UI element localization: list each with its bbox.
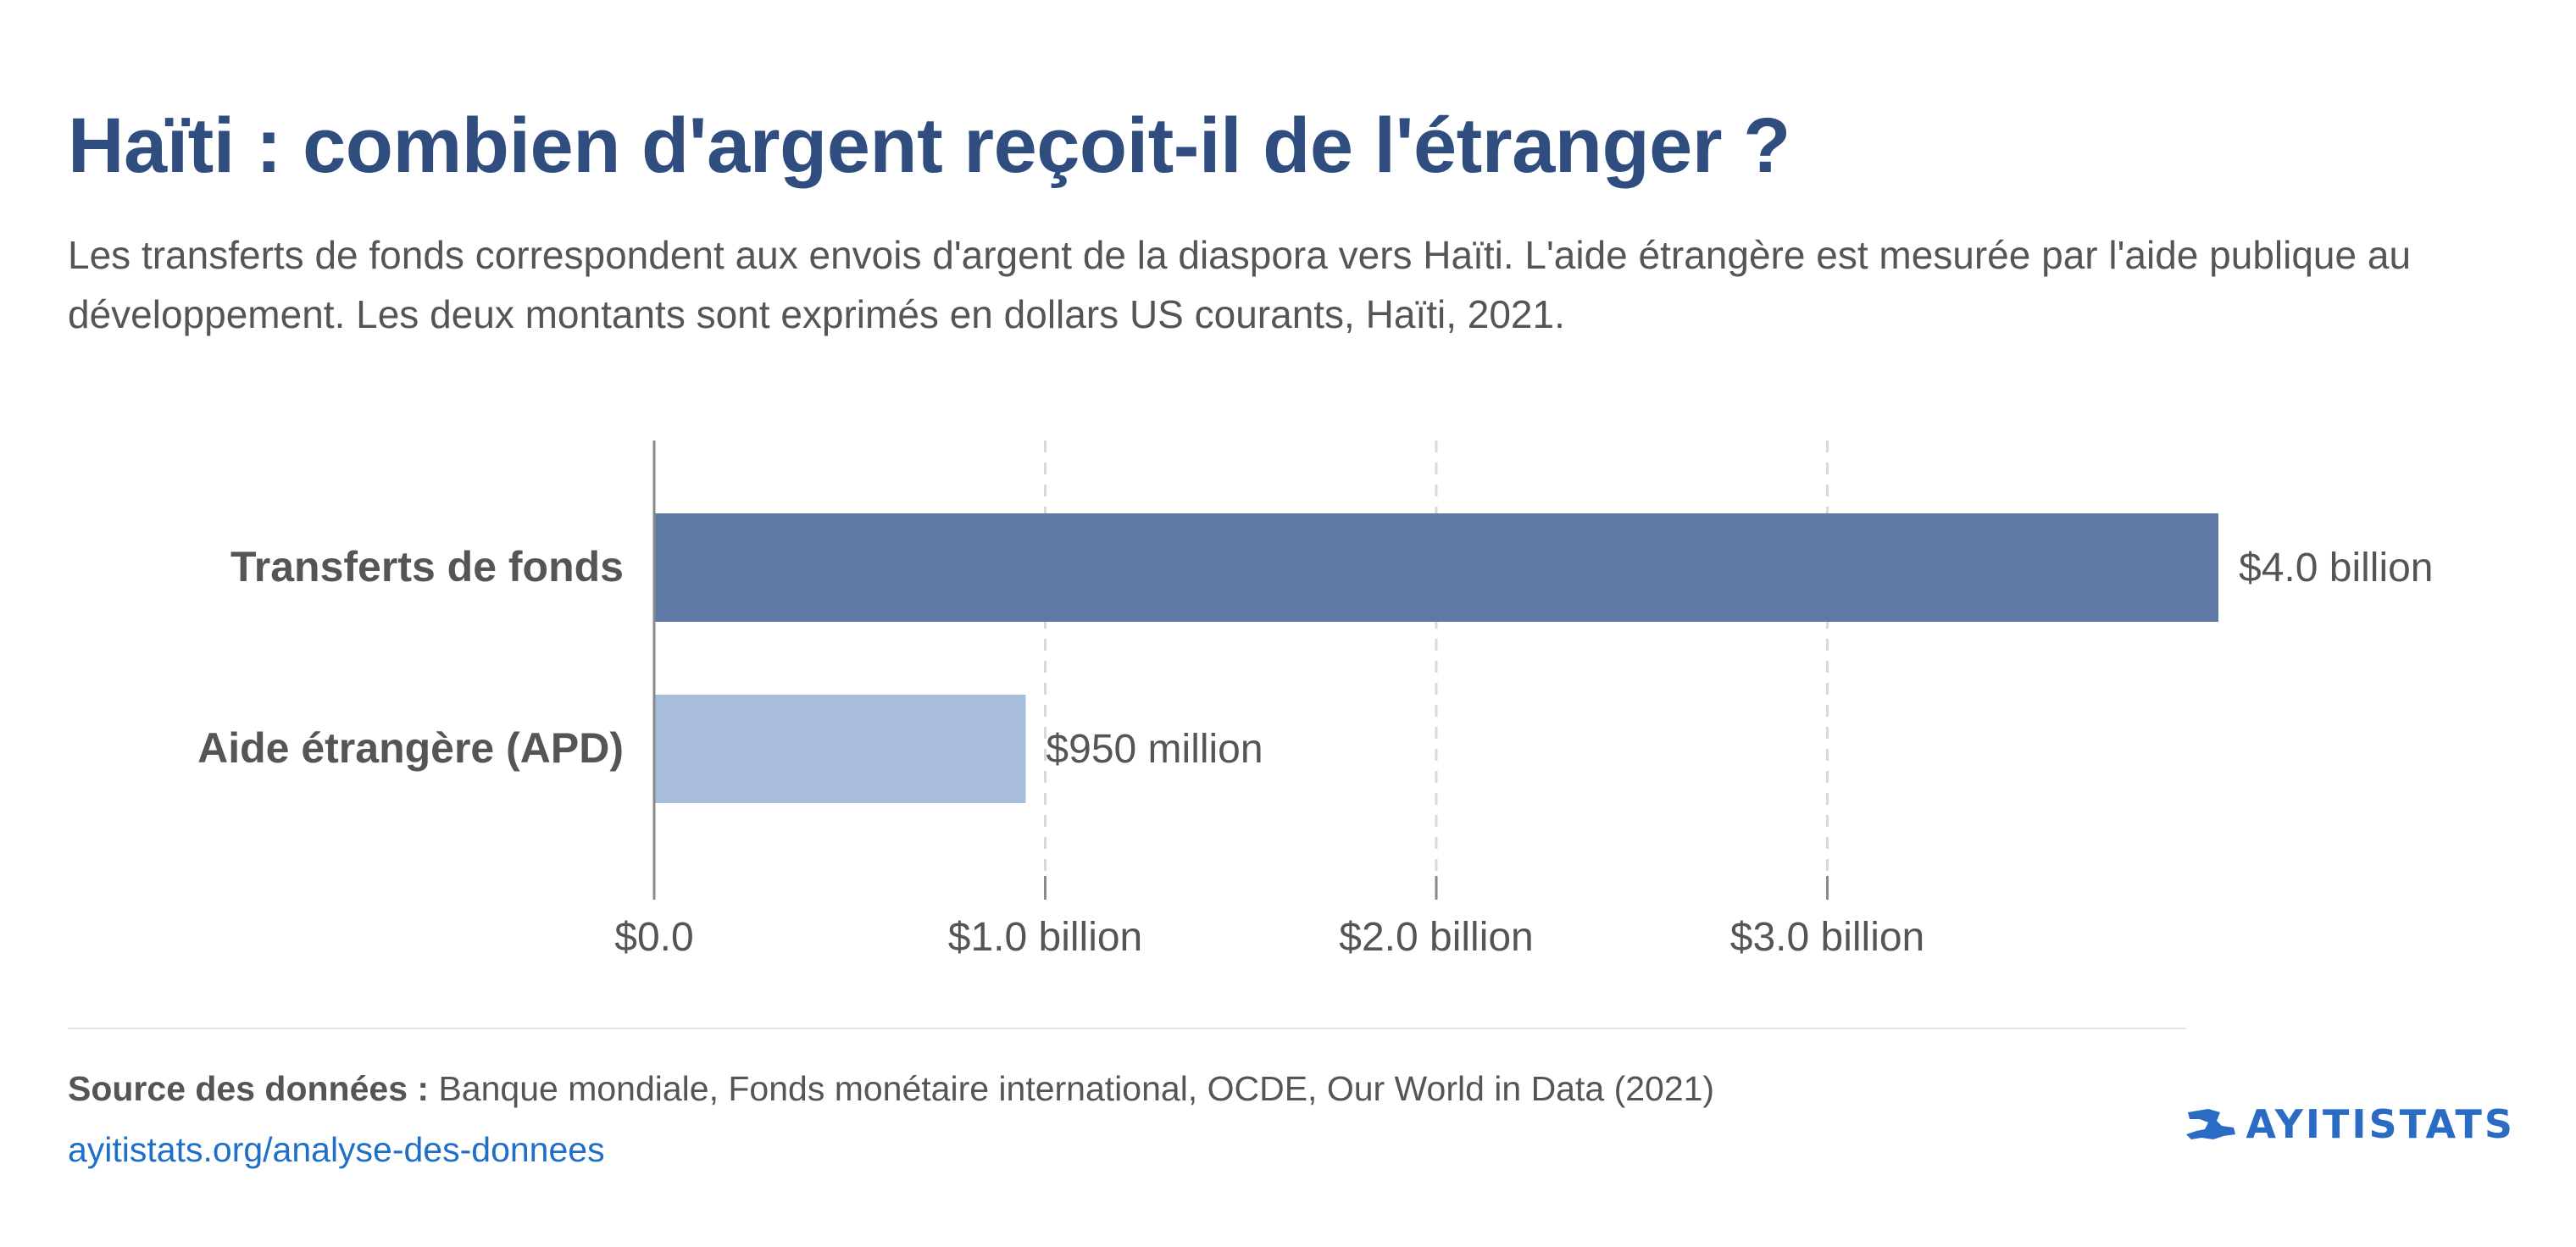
source-line: Source des données : Banque mondiale, Fo… <box>68 1069 1714 1109</box>
source-text: Banque mondiale, Fonds monétaire interna… <box>429 1069 1715 1108</box>
data-label: $950 million <box>1046 727 1263 772</box>
source-link[interactable]: ayitistats.org/analyse-des-donnees <box>68 1130 605 1169</box>
bar <box>654 513 2218 622</box>
x-tick-label: $0.0 <box>614 915 693 960</box>
category-label: Aide étrangère (APD) <box>197 724 624 772</box>
x-tick-label: $2.0 billion <box>1339 915 1534 960</box>
bar <box>654 695 1026 803</box>
chart-title: Haïti : combien d'argent reçoit-il de l'… <box>68 103 1790 189</box>
data-label: $4.0 billion <box>2239 546 2434 590</box>
ayitistats-logo: AYITISTATS <box>2183 1101 2515 1147</box>
haiti-map-icon <box>2183 1106 2237 1143</box>
x-tick-label: $3.0 billion <box>1730 915 1925 960</box>
source-label: Source des données : <box>68 1069 430 1108</box>
x-tick-label: $1.0 billion <box>948 915 1143 960</box>
footer-divider <box>68 1028 2186 1029</box>
logo-text: AYITISTATS <box>2246 1101 2515 1147</box>
chart-subtitle: Les transferts de fonds correspondent au… <box>68 233 2412 336</box>
bar-chart: Transferts de fonds Aide étrangère (APD) $… <box>197 441 2434 960</box>
category-label: Transferts de fonds <box>230 543 624 590</box>
